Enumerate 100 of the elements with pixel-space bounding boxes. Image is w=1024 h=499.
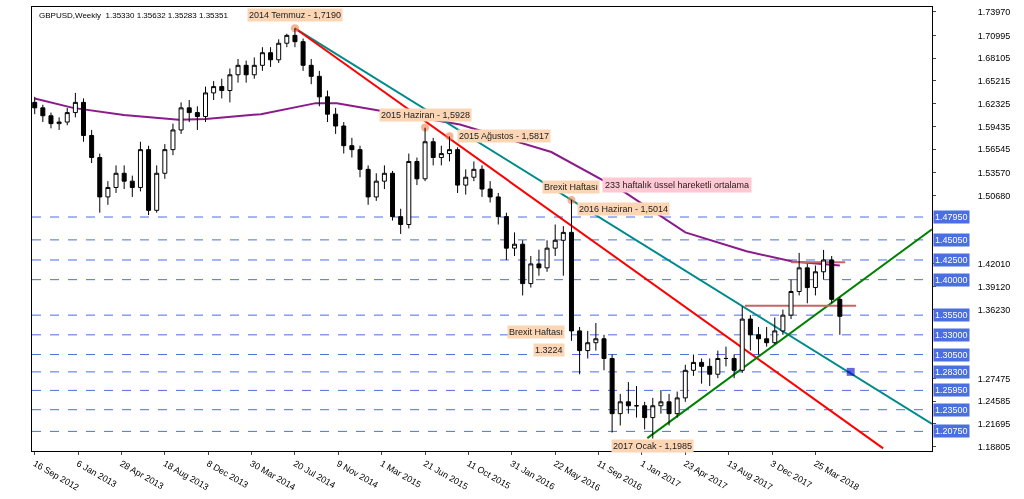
candlestick [788,279,794,320]
candlestick [528,255,534,289]
candlestick [121,164,127,190]
candlestick [568,199,574,342]
ref-line-label: 1.35500 [935,310,968,320]
candlestick [308,58,314,85]
candlestick [276,38,282,64]
candlestick [674,391,680,419]
ref-line-label: 1.20750 [935,426,968,436]
annotation: 233 haftalık üssel hareketli ortalama [605,180,750,190]
candlestick [341,121,347,155]
x-tick-label: 25 Mar 2018 [812,458,861,493]
candlestick [715,350,721,379]
candlestick [731,354,737,379]
ref-line-label: 1.40000 [935,275,968,285]
annotation: Brexit Haftası [509,327,564,337]
candlestick [455,146,461,194]
candlestick [796,252,802,296]
candlestick [227,67,233,103]
candlestick [129,175,135,198]
candlestick [203,86,208,123]
annotation: 2015 Haziran - 1,5928 [381,110,471,120]
candlestick [381,164,387,190]
candlestick [316,70,322,107]
candlestick [658,389,664,415]
candlestick [690,354,696,377]
candlestick [324,90,330,123]
candlestick [170,123,176,156]
x-tick-label: 1 Mar 2015 [378,458,423,490]
point [567,196,576,205]
candlestick [593,322,599,352]
candlestick [772,317,778,345]
candlestick [821,249,827,281]
candlestick [438,145,444,166]
candlestick [162,143,168,180]
candlestick [178,101,184,135]
candlestick [186,99,192,123]
candlestick [154,164,160,214]
candlestick [113,164,119,194]
candlestick [243,60,249,84]
candlestick [471,160,477,182]
candlestick [219,78,225,99]
y-tick-label: 1.27475 [977,373,1011,384]
ref-line-label: 1.47950 [935,212,968,222]
candlestick [536,249,542,277]
candlestick [699,357,705,385]
candlestick [300,38,306,72]
point [846,367,855,376]
annotation: 2016 Haziran - 1,5014 [579,204,669,214]
annotation: 1.3224 [535,345,563,355]
candlestick [634,385,640,419]
candlestick [503,212,509,261]
candlestick [837,296,843,336]
candlestick [137,141,143,192]
y-tick-label: 1.42010 [977,258,1011,269]
ref-line-label: 1.30500 [935,350,968,360]
candlestick [211,80,217,101]
candlestick [89,129,95,164]
candlestick [398,208,404,235]
candlestick [284,33,290,48]
ref-line-label: 1.25950 [935,385,968,395]
candlestick [349,137,355,159]
candlestick [544,239,550,273]
candlestick [682,364,688,403]
annotation: Brexit Haftası [544,182,599,192]
y-tick-label: 1.65215 [977,76,1011,87]
candlestick [804,263,810,304]
y-tick-label: 1.24585 [977,396,1011,407]
candlestick [48,112,54,129]
candlestick [40,104,46,123]
ref-line-label: 1.28300 [935,367,968,377]
candlestick [64,107,70,126]
candlestick [707,357,713,387]
y-tick-label: 1.39120 [977,281,1011,292]
candlestick [650,397,656,439]
y-tick-label: 1.50680 [977,190,1011,201]
ref-line-label: 1.45050 [935,235,968,245]
y-tick-label: 1.56545 [977,144,1011,155]
candlestick [81,97,86,143]
ref-line-label: 1.23500 [935,405,968,415]
candlestick [601,334,607,371]
text: GBPUSD,Weekly 1.35330 1.35632 1.35283 1.35351 [39,11,229,20]
candlestick [268,46,274,68]
candlestick [390,170,396,222]
candlestick [560,225,566,277]
candlestick [495,192,501,226]
candlestick [479,164,485,198]
candlestick [812,264,818,296]
candlestick [756,326,761,356]
candlestick [764,326,770,348]
candlestick [487,180,493,203]
annotation: 2015 Ağustos - 1,5817 [459,131,550,141]
candlestick [829,255,835,304]
candlestick [609,354,615,434]
candlestick [512,231,518,257]
y-tick-label: 1.68105 [977,53,1011,64]
candlestick [617,393,623,426]
candlestick [446,135,452,162]
candlestick [430,137,436,166]
candlestick [666,393,672,426]
